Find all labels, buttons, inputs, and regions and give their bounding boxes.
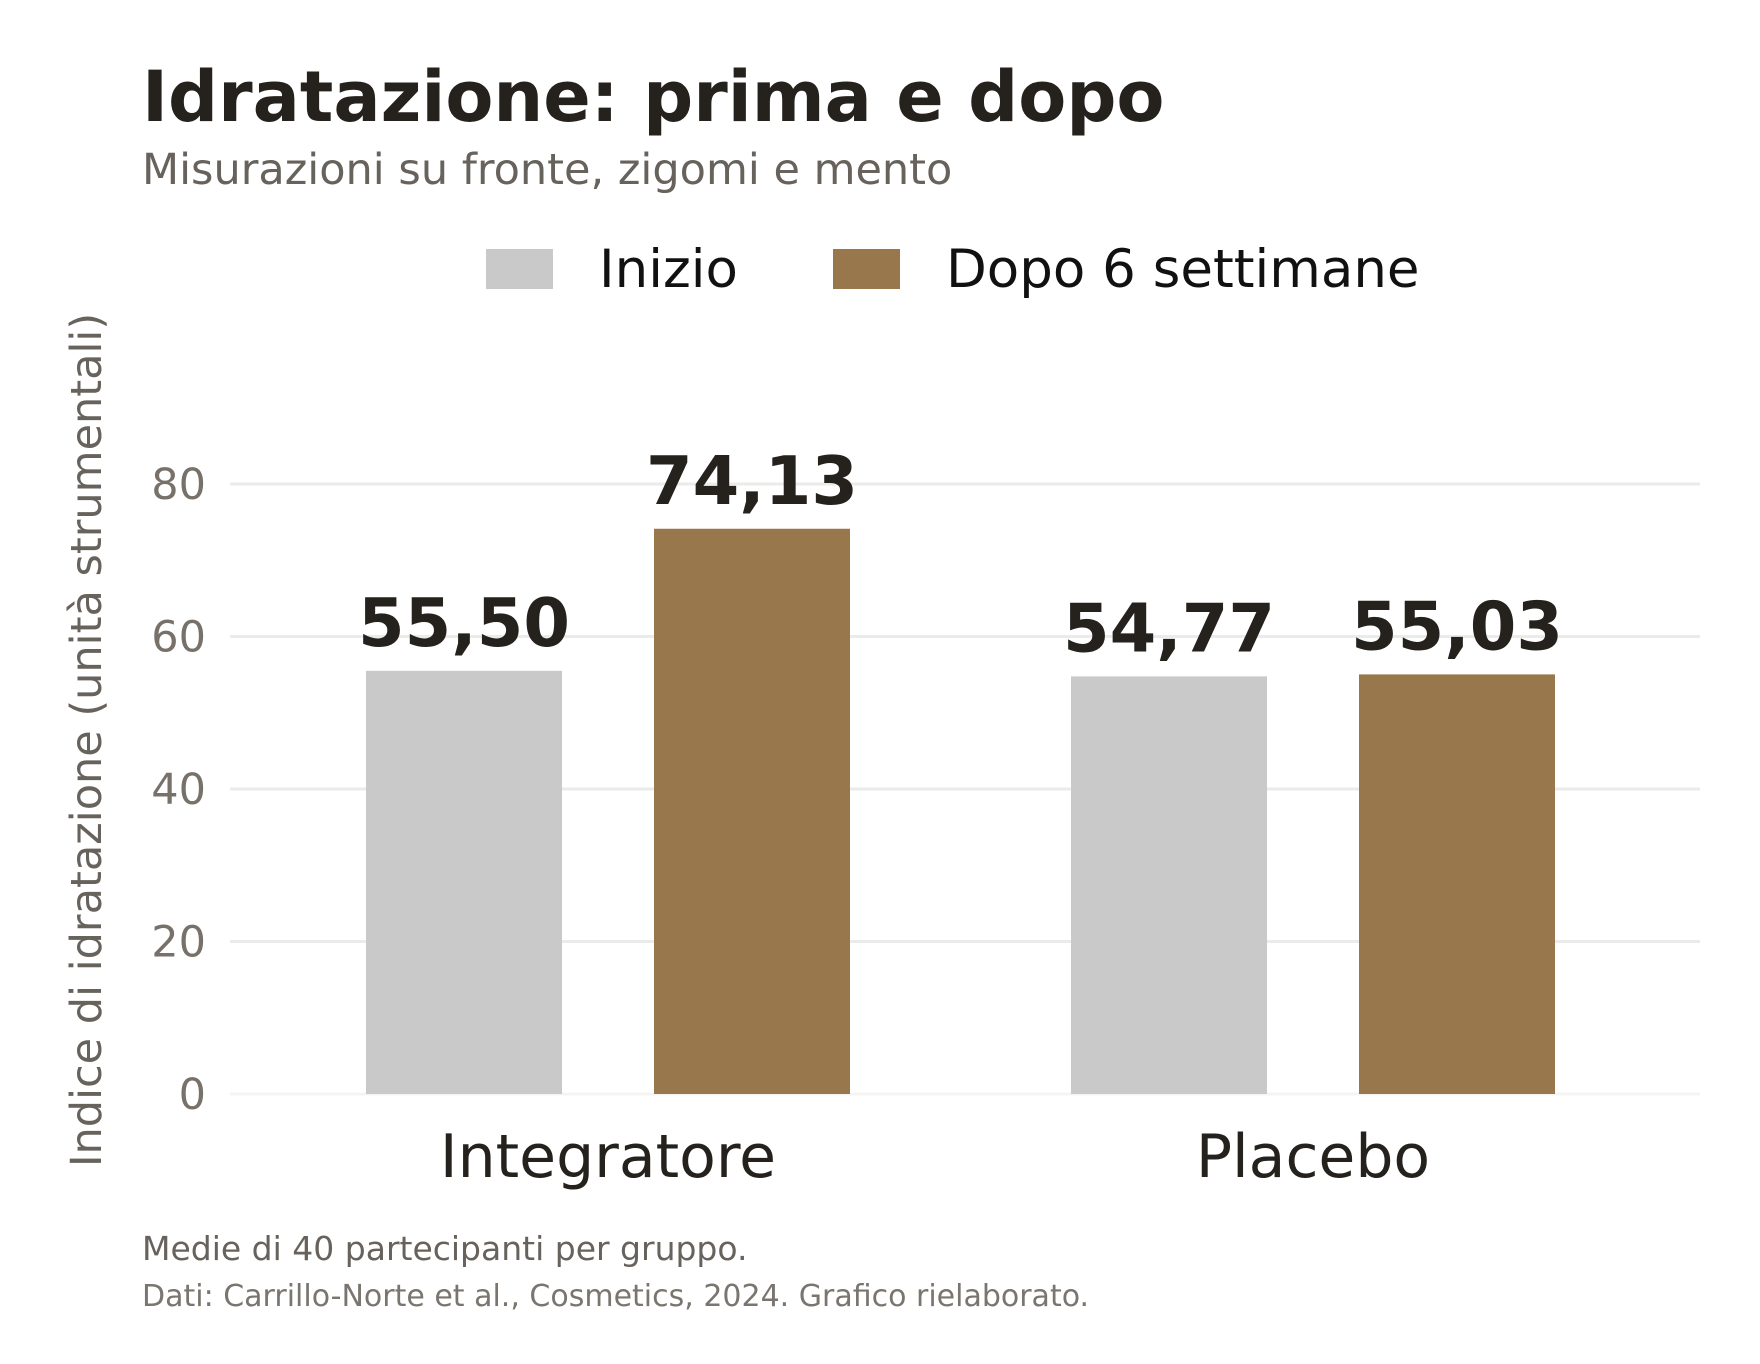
- y-axis-ticks: 0 20 40 60 80: [151, 460, 206, 1120]
- y-tick-label: 20: [151, 918, 206, 968]
- chart-title: Idratazione: prima e dopo: [142, 56, 1165, 138]
- bars: [366, 528, 1555, 1094]
- y-tick-label: 40: [151, 765, 206, 815]
- footnote: Medie di 40 partecipanti per gruppo.: [142, 1229, 747, 1268]
- chart-subtitle: Misurazioni su fronte, zigomi e mento: [142, 145, 952, 195]
- x-tick-label: Placebo: [1196, 1122, 1430, 1192]
- bar-value-label: 55,50: [358, 584, 570, 662]
- bar: [366, 670, 562, 1094]
- bar: [1359, 674, 1555, 1094]
- y-tick-label: 0: [179, 1070, 206, 1120]
- legend-swatch: [833, 249, 900, 289]
- bar-value-labels: 55,50 74,13 54,77 55,03: [358, 442, 1563, 668]
- y-tick-label: 80: [151, 460, 206, 510]
- bar-value-label: 54,77: [1063, 589, 1275, 667]
- x-tick-label: Integratore: [440, 1122, 776, 1192]
- bar-value-label: 55,03: [1351, 587, 1563, 665]
- bar-value-label: 74,13: [646, 442, 858, 520]
- bar: [654, 528, 850, 1094]
- legend-swatch: [486, 249, 553, 289]
- x-axis-ticks: Integratore Placebo: [440, 1122, 1430, 1192]
- y-tick-label: 60: [151, 613, 206, 663]
- legend-label: Dopo 6 settimane: [946, 239, 1420, 300]
- bar: [1071, 676, 1267, 1094]
- legend: Inizio Dopo 6 settimane: [486, 239, 1420, 300]
- legend-label: Inizio: [599, 239, 738, 300]
- source-note: Dati: Carrillo-Norte et al., Cosmetics, …: [142, 1279, 1089, 1314]
- y-axis-label: Indice di idratazione (unità strumentali…: [62, 313, 112, 1167]
